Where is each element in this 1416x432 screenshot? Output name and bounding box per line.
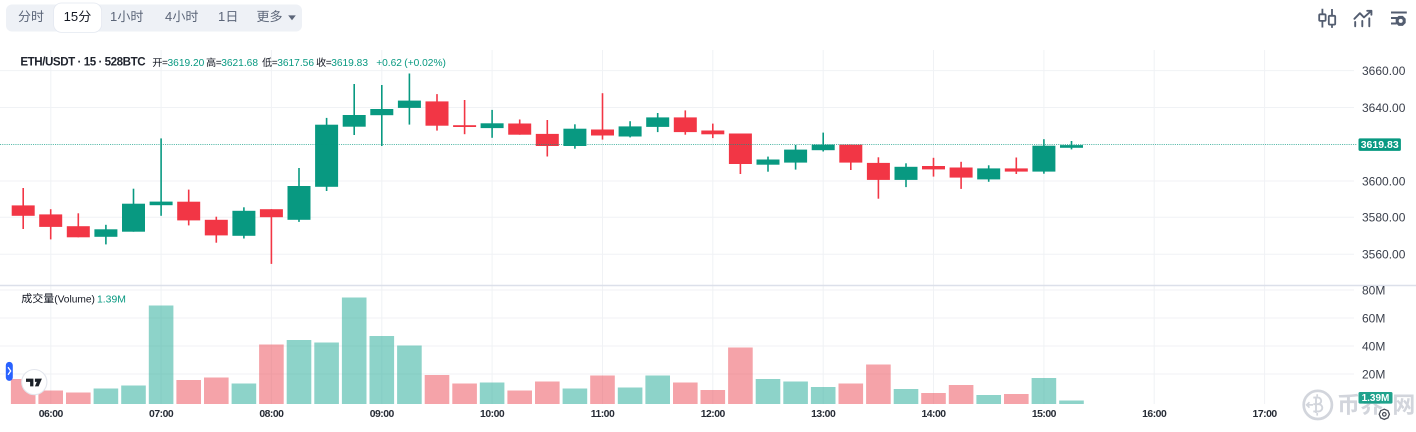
svg-text:3660.00: 3660.00 xyxy=(1362,64,1406,78)
svg-text:3600.00: 3600.00 xyxy=(1362,174,1406,188)
svg-text:15:00: 15:00 xyxy=(1032,409,1057,420)
svg-text:08:00: 08:00 xyxy=(259,409,284,420)
svg-text:07:00: 07:00 xyxy=(149,409,174,420)
svg-text:3560.00: 3560.00 xyxy=(1362,248,1406,262)
svg-text:=: = xyxy=(216,58,222,69)
svg-text:60M: 60M xyxy=(1362,311,1385,325)
svg-text:1: 1 xyxy=(218,9,225,24)
svg-text:16:00: 16:00 xyxy=(1142,409,1167,420)
svg-text:3621.68: 3621.68 xyxy=(221,58,258,69)
svg-text:3640.00: 3640.00 xyxy=(1362,101,1406,115)
svg-text:11:00: 11:00 xyxy=(591,409,615,420)
svg-text:20M: 20M xyxy=(1362,367,1385,381)
svg-text:17:00: 17:00 xyxy=(1253,409,1278,420)
svg-text:+0.62: +0.62 xyxy=(376,58,402,69)
svg-text:3619.83: 3619.83 xyxy=(1361,139,1399,151)
svg-text:1: 1 xyxy=(110,9,117,24)
svg-text:10:00: 10:00 xyxy=(480,409,505,420)
svg-text:13:00: 13:00 xyxy=(811,409,836,420)
svg-text:3619.20: 3619.20 xyxy=(168,58,205,69)
svg-text:=: = xyxy=(162,58,168,69)
svg-text:3580.00: 3580.00 xyxy=(1362,211,1406,225)
svg-text:15: 15 xyxy=(64,9,78,24)
svg-text:=: = xyxy=(272,58,278,69)
svg-text:14:00: 14:00 xyxy=(921,409,946,420)
svg-text:1.39M: 1.39M xyxy=(97,294,126,305)
svg-text:06:00: 06:00 xyxy=(39,409,64,420)
svg-text:12:00: 12:00 xyxy=(701,409,726,420)
svg-text:3619.83: 3619.83 xyxy=(331,58,368,69)
svg-text:=: = xyxy=(326,58,332,69)
svg-text:40M: 40M xyxy=(1362,339,1385,353)
svg-text:ETH/USDT · 15 · 528BTC: ETH/USDT · 15 · 528BTC xyxy=(20,56,146,69)
svg-text:(Volume): (Volume) xyxy=(54,294,95,305)
svg-text:(+0.02%): (+0.02%) xyxy=(404,58,446,69)
svg-text:09:00: 09:00 xyxy=(370,409,395,420)
svg-text:3617.56: 3617.56 xyxy=(277,58,314,69)
svg-text:4: 4 xyxy=(165,9,172,24)
svg-text:80M: 80M xyxy=(1362,283,1385,297)
svg-text:1.39M: 1.39M xyxy=(1362,393,1390,404)
